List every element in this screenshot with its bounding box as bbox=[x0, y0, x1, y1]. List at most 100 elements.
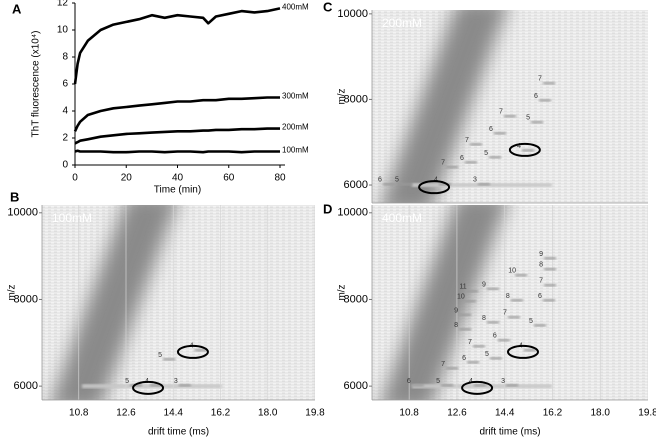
charge-state-label: 7 bbox=[503, 310, 507, 317]
ion-spot bbox=[399, 182, 412, 186]
ion-spot bbox=[382, 182, 395, 186]
series-label: 400mM bbox=[282, 3, 309, 12]
y-tick-label: 6000 bbox=[344, 380, 368, 392]
ion-spot bbox=[503, 114, 516, 118]
highlight-ellipse bbox=[176, 344, 209, 359]
y-tick-label: 12 bbox=[57, 0, 69, 9]
ion-spot bbox=[497, 338, 510, 342]
charge-state-label: 3 bbox=[473, 177, 477, 184]
ion-spot bbox=[472, 344, 485, 348]
heatmap-area bbox=[372, 10, 648, 203]
y-axis-label: ThT fluorescence (x10⁴) bbox=[31, 31, 42, 138]
ion-spot bbox=[464, 161, 477, 164]
ion-spot bbox=[539, 99, 552, 102]
ion-spot bbox=[459, 313, 472, 317]
charge-state-label: 7 bbox=[538, 76, 542, 83]
x-axis-label: Time (min) bbox=[154, 185, 201, 196]
concentration-label: 200mM bbox=[382, 16, 422, 30]
ion-spot bbox=[489, 155, 502, 159]
concentration-label: 100mM bbox=[52, 211, 92, 225]
charge-state-label: 4 bbox=[469, 378, 473, 385]
highlight-ellipse bbox=[418, 180, 451, 195]
x-tick-label: 80 bbox=[274, 173, 286, 184]
ion-spot bbox=[515, 273, 528, 277]
x-tick-label: 18.0 bbox=[258, 408, 278, 419]
y-tick-label: 2 bbox=[62, 133, 68, 144]
ion-spot bbox=[459, 328, 472, 331]
ion-spot bbox=[446, 367, 459, 370]
y-tick-label: 10000 bbox=[7, 207, 38, 219]
charge-state-label: 6 bbox=[534, 93, 538, 100]
y-tick-label: 4 bbox=[62, 106, 68, 117]
ion-spot bbox=[542, 299, 555, 302]
x-tick-label: 14.4 bbox=[164, 408, 184, 419]
ion-spot bbox=[522, 149, 535, 152]
charge-state-label: 4 bbox=[517, 143, 521, 150]
y-axis-label: m/z bbox=[7, 284, 18, 300]
series-line bbox=[74, 149, 280, 154]
charge-state-label: 6 bbox=[493, 333, 497, 340]
ion-spot bbox=[463, 299, 476, 303]
x-tick-label: 10.8 bbox=[399, 408, 419, 419]
concentration-label: 400mM bbox=[382, 211, 422, 225]
charge-state-label: 5 bbox=[436, 378, 440, 385]
charge-state-label: 10 bbox=[508, 268, 516, 275]
charge-state-label: 5 bbox=[526, 115, 530, 122]
ion-spot bbox=[441, 383, 454, 387]
charge-state-label: 6 bbox=[538, 293, 542, 300]
x-tick-label: 12.6 bbox=[447, 408, 467, 419]
x-axis-label: drift time (ms) bbox=[479, 427, 540, 438]
ion-spot bbox=[194, 348, 207, 352]
y-tick-label: 8000 bbox=[344, 293, 368, 305]
ion-spot bbox=[523, 348, 536, 352]
charge-state-label: 5 bbox=[125, 378, 129, 385]
ion-spot bbox=[533, 324, 546, 327]
diagonal-band bbox=[381, 205, 507, 400]
ion-spot bbox=[438, 182, 451, 186]
ion-spot bbox=[473, 383, 486, 387]
charge-state-label: 3 bbox=[174, 378, 178, 385]
charge-state-label: 10 bbox=[457, 294, 465, 301]
charge-state-label: 8 bbox=[482, 315, 486, 322]
panel-letter: D bbox=[323, 201, 332, 216]
charge-state-label: 8 bbox=[454, 322, 458, 329]
ion-spot bbox=[507, 315, 520, 319]
ion-spot bbox=[411, 383, 424, 387]
x-axis-label: drift time (ms) bbox=[148, 427, 209, 438]
ion-spot bbox=[493, 131, 506, 135]
panel-letter: C bbox=[323, 0, 333, 14]
charge-state-label: 6 bbox=[378, 177, 382, 184]
x-tick-label: 18.0 bbox=[590, 408, 610, 419]
charge-state-label: 8 bbox=[539, 262, 543, 269]
charge-state-label: 5 bbox=[529, 318, 533, 325]
diagonal-band bbox=[51, 205, 177, 400]
x-tick-label: 16.2 bbox=[543, 408, 563, 419]
y-axis-label: m/z bbox=[337, 284, 348, 300]
x-tick-label: 19.8 bbox=[305, 408, 325, 419]
x-tick-label: 60 bbox=[223, 173, 235, 184]
highlight-ellipse bbox=[132, 380, 165, 395]
series-line bbox=[73, 96, 280, 132]
ion-spot bbox=[470, 143, 483, 146]
charge-state-label: 3 bbox=[501, 378, 505, 385]
charge-state-label: 7 bbox=[441, 361, 445, 368]
charge-state-label: 7 bbox=[441, 160, 445, 167]
y-tick-label: 8 bbox=[62, 52, 68, 63]
charge-state-label: 5 bbox=[395, 177, 399, 184]
x-tick-label: 10.8 bbox=[69, 408, 89, 419]
ion-spot bbox=[467, 360, 480, 364]
series-line bbox=[73, 7, 281, 85]
y-tick-label: 10000 bbox=[337, 207, 368, 219]
y-tick-label: 0 bbox=[62, 160, 68, 171]
ion-spot bbox=[544, 256, 557, 260]
charge-state-label: 11 bbox=[459, 284, 466, 291]
charge-state-label: 7 bbox=[499, 109, 503, 116]
heatmap-area bbox=[372, 205, 648, 400]
y-tick-label: 6000 bbox=[344, 179, 368, 191]
panel-letter: A bbox=[12, 1, 22, 16]
x-tick-label: 19.8 bbox=[638, 408, 656, 419]
highlight-ellipse bbox=[507, 344, 540, 359]
charge-state-label: 8 bbox=[506, 293, 510, 300]
ion-spot bbox=[466, 289, 479, 293]
